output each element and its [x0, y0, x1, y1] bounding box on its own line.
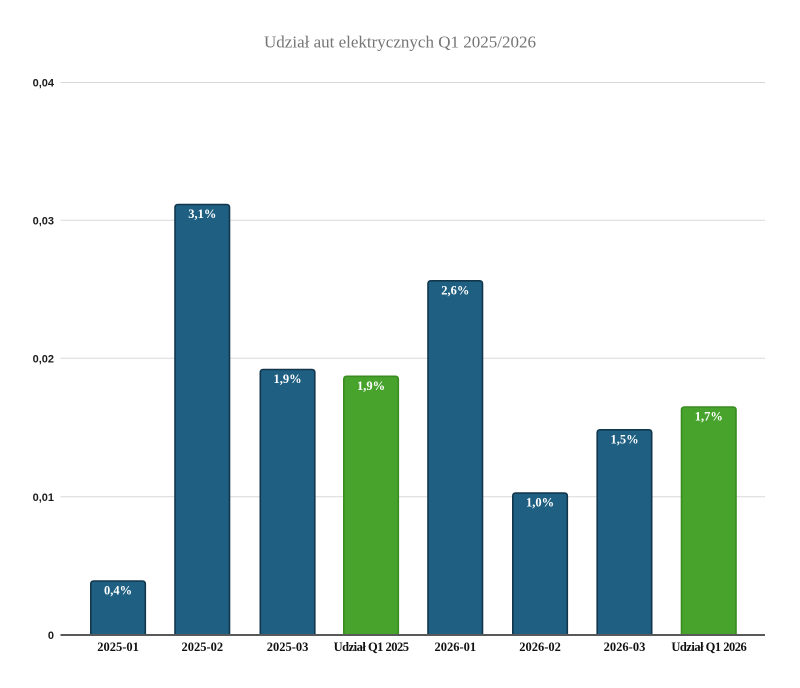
svg-text:2026-03: 2026-03: [604, 640, 646, 654]
svg-text:1,0%: 1,0%: [526, 496, 554, 510]
svg-text:0,02: 0,02: [33, 353, 54, 365]
svg-text:1,9%: 1,9%: [274, 372, 302, 386]
svg-text:2025-03: 2025-03: [267, 640, 309, 654]
svg-text:3,1%: 3,1%: [188, 207, 216, 221]
svg-text:Udział aut elektrycznych Q1 20: Udział aut elektrycznych Q1 2025/2026: [264, 33, 536, 52]
svg-text:1,9%: 1,9%: [357, 379, 385, 393]
svg-text:0,01: 0,01: [33, 492, 54, 504]
svg-text:Udział Q1 2026: Udział Q1 2026: [671, 640, 746, 654]
svg-text:2025-02: 2025-02: [181, 640, 223, 654]
svg-text:1,5%: 1,5%: [610, 432, 638, 446]
svg-text:2,6%: 2,6%: [441, 283, 469, 297]
svg-text:Udział Q1 2025: Udział Q1 2025: [334, 640, 409, 654]
svg-text:2026-02: 2026-02: [519, 640, 561, 654]
svg-text:0,03: 0,03: [33, 215, 54, 227]
svg-text:0,04: 0,04: [33, 78, 55, 90]
svg-text:0: 0: [48, 630, 54, 642]
svg-text:2026-01: 2026-01: [434, 640, 476, 654]
svg-text:1,7%: 1,7%: [695, 410, 723, 424]
svg-text:2025-01: 2025-01: [97, 640, 139, 654]
svg-text:0,4%: 0,4%: [104, 584, 132, 598]
